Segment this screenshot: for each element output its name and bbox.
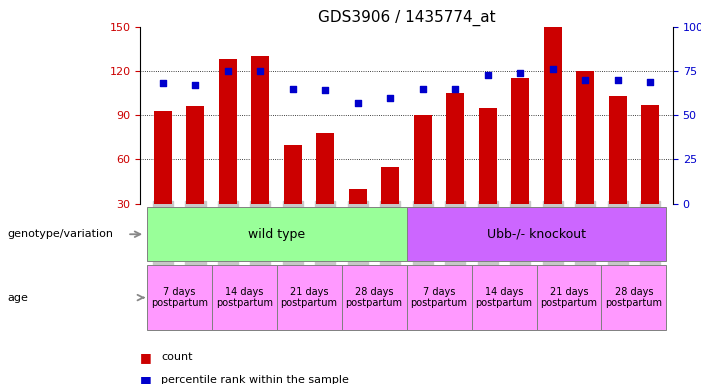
Bar bbox=[472, 265, 536, 330]
Bar bbox=[219, 59, 237, 204]
Bar bbox=[576, 71, 594, 204]
Bar bbox=[447, 93, 464, 204]
Bar bbox=[186, 106, 205, 204]
Point bbox=[320, 88, 331, 94]
Bar bbox=[252, 56, 269, 204]
Point bbox=[547, 66, 559, 72]
Point bbox=[515, 70, 526, 76]
Bar bbox=[284, 145, 302, 204]
Text: wild type: wild type bbox=[248, 228, 305, 241]
Bar bbox=[349, 189, 367, 204]
Point bbox=[190, 82, 201, 88]
Bar bbox=[212, 265, 277, 330]
Bar bbox=[277, 265, 341, 330]
Text: 28 days
postpartum: 28 days postpartum bbox=[346, 287, 402, 308]
Bar bbox=[536, 265, 601, 330]
Point bbox=[645, 79, 656, 85]
Text: 14 days
postpartum: 14 days postpartum bbox=[475, 287, 533, 308]
Point bbox=[254, 68, 266, 74]
Point bbox=[580, 77, 591, 83]
Bar bbox=[147, 207, 407, 261]
Bar bbox=[608, 96, 627, 204]
Text: ■: ■ bbox=[140, 374, 152, 384]
Point bbox=[612, 77, 623, 83]
Bar bbox=[601, 265, 667, 330]
Text: percentile rank within the sample: percentile rank within the sample bbox=[161, 375, 349, 384]
Bar bbox=[511, 78, 529, 204]
Text: 7 days
postpartum: 7 days postpartum bbox=[411, 287, 468, 308]
Title: GDS3906 / 1435774_at: GDS3906 / 1435774_at bbox=[318, 9, 496, 25]
Point bbox=[157, 80, 168, 86]
Text: ■: ■ bbox=[140, 351, 152, 364]
Bar bbox=[147, 265, 212, 330]
Bar bbox=[341, 265, 407, 330]
Bar bbox=[407, 207, 667, 261]
Bar bbox=[641, 105, 659, 204]
Bar bbox=[154, 111, 172, 204]
Text: 28 days
postpartum: 28 days postpartum bbox=[606, 287, 662, 308]
Text: 21 days
postpartum: 21 days postpartum bbox=[280, 287, 338, 308]
Bar bbox=[544, 27, 562, 204]
Point bbox=[450, 86, 461, 92]
Point bbox=[417, 86, 428, 92]
Bar bbox=[381, 167, 400, 204]
Point bbox=[287, 86, 299, 92]
Text: age: age bbox=[7, 293, 28, 303]
Point bbox=[385, 94, 396, 101]
Text: count: count bbox=[161, 352, 193, 362]
Text: 21 days
postpartum: 21 days postpartum bbox=[540, 287, 597, 308]
Text: Ubb-/- knockout: Ubb-/- knockout bbox=[487, 228, 586, 241]
Point bbox=[352, 100, 363, 106]
Text: genotype/variation: genotype/variation bbox=[7, 229, 113, 239]
Bar bbox=[316, 133, 334, 204]
Point bbox=[482, 71, 494, 78]
Bar bbox=[479, 108, 497, 204]
Bar bbox=[414, 115, 432, 204]
Text: 7 days
postpartum: 7 days postpartum bbox=[151, 287, 207, 308]
Bar bbox=[407, 265, 472, 330]
Text: 14 days
postpartum: 14 days postpartum bbox=[216, 287, 273, 308]
Point bbox=[222, 68, 233, 74]
